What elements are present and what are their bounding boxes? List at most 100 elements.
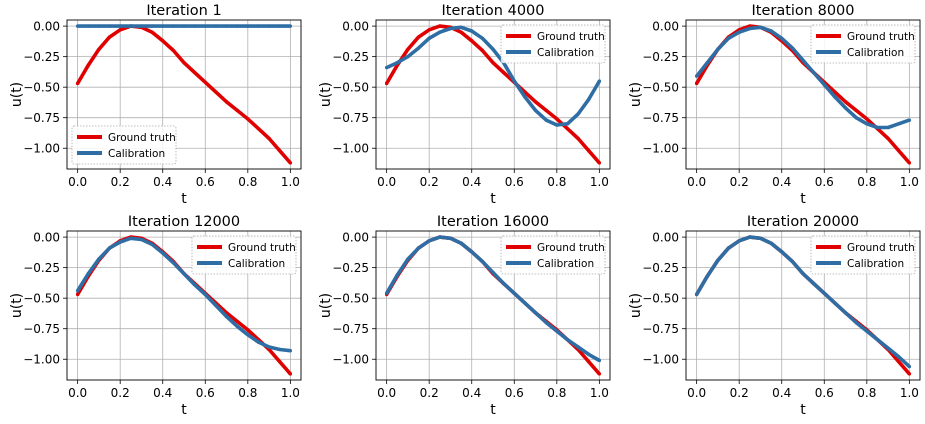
legend-label-calibration: Calibration [847,258,904,270]
chart-title: Iteration 8000 [751,3,854,19]
calibration-point [555,123,559,127]
x-axis-label: t [490,402,496,418]
x-tick-label: 0.8 [547,386,566,400]
legend-label-ground-truth: Ground truth [537,242,605,254]
x-tick-label: 1.0 [590,386,609,400]
calibration-point [512,79,516,83]
y-tick-label: −0.50 [23,81,60,95]
ground-truth-point [288,372,293,376]
calibration-point [288,24,293,28]
ground-truth-point [86,63,90,67]
ground-truth-point [833,90,837,94]
chart-title: Iteration 16000 [437,214,549,230]
calibration-point [843,311,848,315]
calibration-point [833,95,837,99]
y-tick-label: −0.75 [642,111,679,125]
x-tick-label: 0.6 [196,175,215,189]
y-tick-label: −0.25 [23,50,60,64]
calibration-point [694,74,699,78]
x-tick-label: 0.4 [153,386,172,400]
y-tick-label: −0.50 [642,292,679,306]
x-tick-label: 1.0 [900,175,919,189]
calibration-point [897,355,901,359]
legend: Ground truth Calibration [500,24,606,64]
calibration-point [246,333,250,337]
calibration-point [907,118,912,122]
plot-frame [66,230,302,381]
calibration-point [448,26,453,31]
calibration-point [576,345,580,349]
chart-panel-5: 0.0 0.2 0.4 0.6 0.8 1.0 0.00 −0.25 −0.50 −0.75 −1.… [318,214,611,418]
x-tick-label: 0.8 [857,386,876,400]
calibration-point [716,47,720,52]
x-tick-label: 0.2 [111,386,130,400]
y-axis-label: u(t) [9,293,25,318]
y-tick-label: −1.00 [642,142,679,156]
x-axis-label: t [800,402,806,418]
calibration-point [267,24,271,28]
ground-truth-point [587,359,591,364]
calibration-point [875,337,880,342]
chart-title: Iteration 12000 [128,214,240,230]
ground-truth-point [192,70,197,75]
ground-truth-point [161,39,165,43]
y-tick-label: −0.50 [332,81,369,95]
calibration-point [822,83,826,87]
calibration-point [97,24,101,28]
ground-truth-point [288,161,293,165]
y-tick-label: −0.50 [642,81,679,95]
x-tick-label: 0.4 [772,175,791,189]
ground-truth-point [555,117,559,121]
ground-truth-point [235,319,239,324]
calibration-point [75,24,80,28]
calibration-point [716,258,720,263]
calibration-point [395,273,399,277]
ground-truth-point [171,48,176,53]
y-axis-label: u(t) [318,293,334,318]
ground-truth-point [427,28,431,32]
ground-truth-point [565,126,570,131]
calibration-point [107,246,112,250]
x-tick-label: 1.0 [900,386,919,400]
calibration-point [246,24,250,28]
x-tick-label: 0.6 [815,175,834,189]
calibration-point [565,122,570,126]
ground-truth-point [459,30,463,34]
ground-truth-point [491,61,495,65]
y-tick-label: 0.00 [342,20,369,34]
calibration-point [470,250,474,254]
calibration-point [748,235,752,239]
ground-truth-point [150,30,154,34]
ground-truth-point [107,35,112,39]
y-tick-label: −0.75 [642,322,679,336]
y-tick-label: −0.25 [332,261,369,275]
ground-truth-point [214,90,218,94]
ground-truth-point [533,100,538,104]
legend-label-ground-truth: Ground truth [537,31,605,43]
calibration-point [438,235,442,239]
legend: Ground truth Calibration [71,125,177,165]
x-tick-label: 0.8 [238,386,257,400]
ground-truth-point [544,108,548,113]
calibration-point [459,241,463,245]
chart-panel-6: 0.0 0.2 0.4 0.6 0.8 1.0 0.00 −0.25 −0.50 −0.75 −1.… [628,214,921,418]
calibration-point [182,272,186,276]
x-tick-label: 0.6 [505,386,524,400]
calibration-point [801,272,805,276]
x-tick-label: 0.4 [772,386,791,400]
x-tick-label: 0.2 [730,175,749,189]
chart-title: Iteration 1 [146,3,221,19]
x-axis-label: t [181,191,187,207]
ground-truth-point [384,81,389,86]
ground-truth-point [224,100,229,104]
legend-label-ground-truth: Ground truth [847,31,915,43]
calibration-point [576,112,580,116]
x-tick-label: 0.2 [420,175,439,189]
chart-panel-4: 0.0 0.2 0.4 0.6 0.8 1.0 0.00 −0.25 −0.50 −0.75 −1.… [9,214,302,418]
calibration-point [427,239,431,243]
calibration-point [811,70,816,75]
calibration-point [438,30,442,34]
ground-truth-point [854,108,858,113]
ground-truth-point [118,28,122,32]
